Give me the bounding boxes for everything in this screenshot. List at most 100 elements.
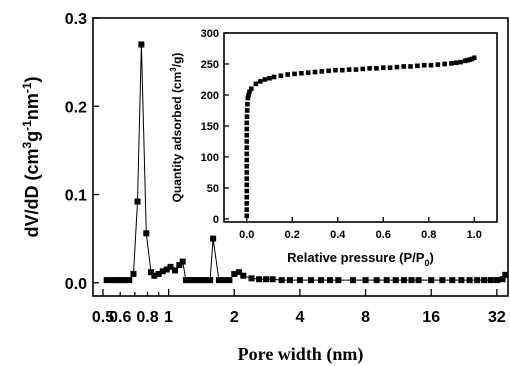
inset-data-point — [408, 64, 413, 69]
inset-data-point — [312, 69, 318, 75]
data-point — [383, 277, 390, 284]
inset-data-point — [415, 63, 420, 69]
data-point — [163, 266, 170, 273]
inset-data-point — [346, 67, 352, 72]
data-point — [198, 277, 205, 284]
data-point — [400, 277, 407, 284]
inset-data-point — [374, 66, 379, 71]
data-point — [286, 277, 293, 284]
inset-data-point — [471, 55, 477, 61]
data-point — [235, 269, 242, 276]
inset-data-point — [244, 176, 250, 181]
inset-data-point — [244, 145, 250, 150]
data-point — [240, 272, 247, 279]
data-point — [155, 270, 162, 277]
inset-data-point — [267, 75, 272, 81]
inset-data-point — [244, 213, 250, 219]
data-point — [335, 277, 342, 284]
inset-data-point — [245, 101, 250, 107]
inset-data-point — [244, 163, 250, 169]
inset-plot-frame — [223, 32, 498, 223]
inset-chart: 0 50 100 150 200 250 300 0.0 0.2 0.4 0.6 0.8 1.0 Rela… — [169, 28, 498, 268]
inset-x-tick-label: 0.6 — [376, 229, 391, 241]
inset-data-point — [353, 67, 359, 72]
data-point — [138, 41, 145, 48]
data-point — [210, 235, 217, 242]
data-point — [103, 277, 110, 284]
data-point — [392, 277, 399, 284]
data-point — [143, 230, 150, 237]
x-tick-label: 4 — [295, 309, 304, 326]
data-point — [221, 277, 228, 284]
inset-data-point — [278, 73, 284, 79]
data-point — [159, 268, 166, 275]
data-point — [474, 277, 481, 284]
inset-x-tick-label: 1.0 — [467, 229, 482, 241]
main-chart: 0.0 0.1 0.2 0.3 0.5 1 2 4 8 16 32 0.6 0.8 Pore width … — [20, 11, 509, 365]
inset-x-tick-label: 0.4 — [330, 229, 346, 241]
inset-data-point — [292, 71, 297, 77]
inset-data-point — [271, 74, 277, 80]
inset-data-point — [253, 81, 259, 87]
inset-data-point — [244, 201, 250, 206]
data-point — [231, 270, 238, 277]
inset-x-tick-label: 0.2 — [285, 229, 300, 241]
inset-data-point — [244, 114, 250, 119]
inset-data-point — [458, 59, 463, 65]
inset-data-point — [394, 64, 400, 70]
inset-data-point — [244, 132, 250, 138]
inset-y-tick-label: 200 — [201, 90, 219, 102]
data-point — [172, 267, 179, 274]
data-point — [114, 277, 121, 284]
inset-x-tick-label: 0.0 — [239, 229, 254, 241]
inset-y-tick-label: 50 — [207, 183, 219, 195]
inset-data-point — [442, 61, 447, 67]
inset-data-point — [247, 89, 252, 95]
x-tick-label: 0.5 — [92, 309, 114, 326]
inset-data-point — [244, 157, 250, 163]
inset-data-point — [244, 194, 250, 200]
inset-data-point — [453, 60, 459, 66]
inset-data-point — [258, 79, 263, 84]
data-point — [109, 277, 116, 284]
inset-data-point — [244, 120, 250, 126]
inset-data-point — [285, 72, 290, 77]
data-point — [167, 263, 174, 270]
inset-data-point — [380, 65, 386, 71]
data-point — [248, 275, 255, 282]
inset-data-point — [299, 70, 304, 76]
data-point — [428, 277, 435, 284]
data-point — [256, 276, 263, 283]
data-point — [179, 258, 186, 265]
data-point — [362, 277, 369, 284]
inset-data-point — [249, 86, 254, 92]
data-point — [176, 262, 183, 269]
data-point — [466, 277, 473, 284]
y-tick-label: 0.2 — [65, 99, 87, 116]
data-point — [502, 271, 509, 278]
data-point — [194, 277, 201, 284]
y-axis-title: dV/dD (cm3g-1nm-1) — [20, 76, 42, 237]
inset-y-axis-title: Quantity adsorbed (cm3/g) — [169, 53, 184, 203]
data-point — [296, 277, 303, 284]
inset-data-point — [435, 62, 441, 67]
data-point — [190, 277, 197, 284]
inset-data-point — [428, 62, 434, 68]
inset-data-point — [244, 126, 250, 132]
x-tick-label: 1 — [164, 309, 173, 326]
inset-data-point — [244, 188, 250, 194]
inset-data-point — [340, 67, 345, 73]
data-point — [121, 277, 128, 284]
data-point — [202, 277, 209, 284]
inset-data-point — [262, 77, 268, 82]
data-point — [318, 277, 325, 284]
data-point — [134, 198, 141, 205]
data-point — [349, 277, 356, 284]
data-point — [269, 276, 276, 283]
inset-data-point — [246, 92, 251, 98]
inset-data-point — [244, 151, 250, 157]
inset-y-tick-label: 250 — [201, 59, 219, 71]
data-point — [215, 277, 222, 284]
x-tick-label: 0.6 — [109, 309, 131, 326]
